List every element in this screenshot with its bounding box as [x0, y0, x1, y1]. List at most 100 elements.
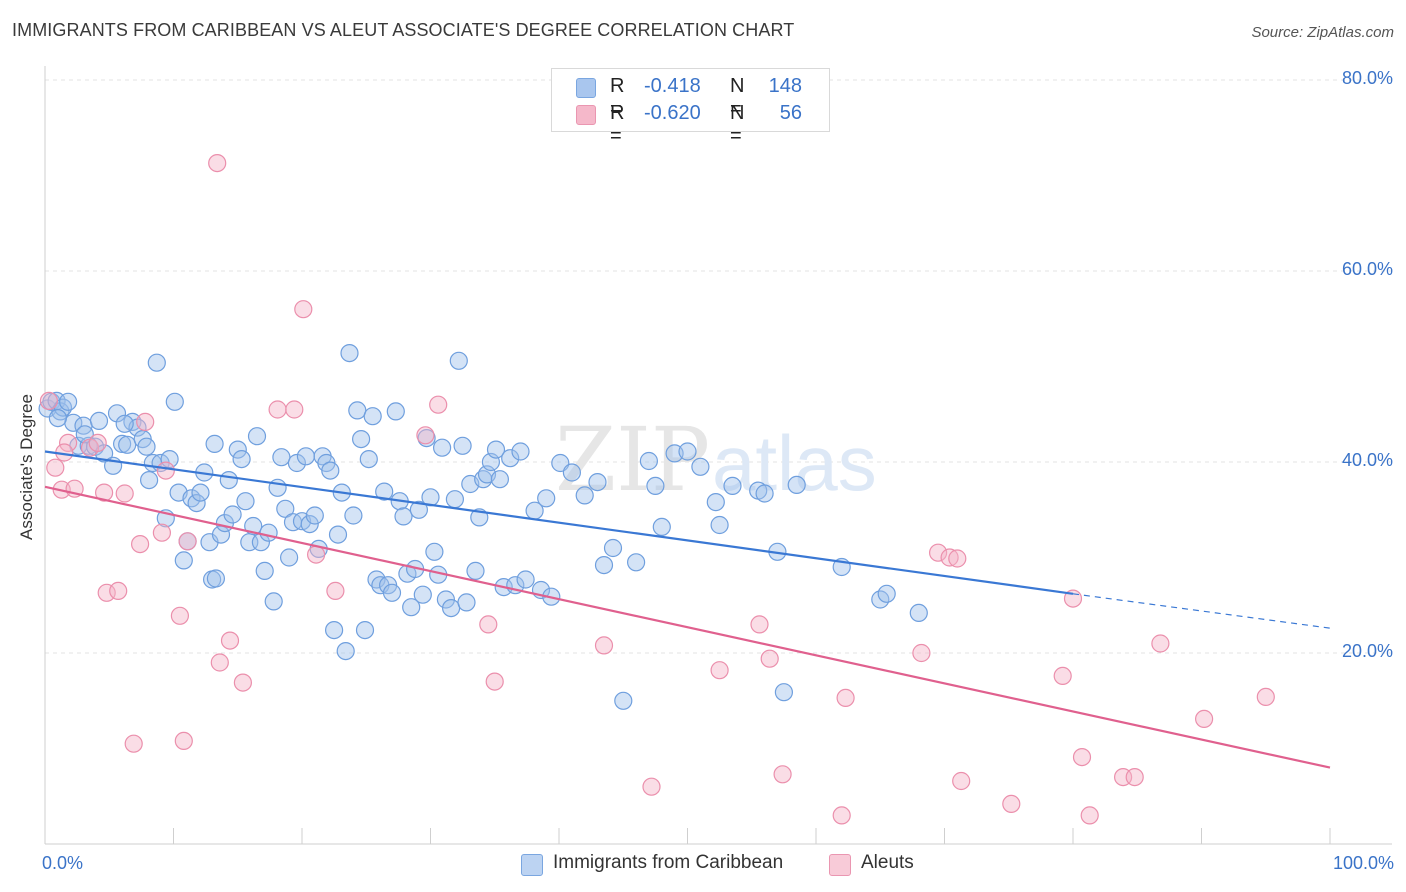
data-point-caribbean [300, 514, 319, 534]
data-point-caribbean [140, 471, 159, 490]
data-point-caribbean [386, 402, 405, 421]
data-point-aleuts [710, 661, 729, 680]
data-point-aleuts [832, 806, 851, 825]
data-point-aleuts [912, 643, 931, 663]
trend-line-caribbean [44, 450, 1074, 595]
data-point-aleuts [1151, 634, 1170, 653]
chart-title: IMMIGRANTS FROM CARIBBEAN VS ALEUT ASSOC… [12, 20, 795, 40]
data-point-aleuts [94, 483, 114, 502]
data-point-caribbean [58, 392, 78, 411]
correlation-legend: R = -0.418 N = 148 R = -0.620 N = 56 [551, 68, 830, 147]
legend-label-caribbean: Immigrants from Caribbean [553, 852, 784, 873]
data-point-caribbean [348, 401, 367, 420]
y-tick-label: 20.0% [1341, 641, 1393, 661]
data-point-caribbean [691, 457, 710, 476]
data-point-aleuts [760, 649, 779, 668]
data-point-aleuts [326, 581, 345, 601]
data-point-aleuts [131, 534, 150, 554]
data-point-caribbean [165, 392, 184, 411]
legend-n-value: 148 [768, 75, 802, 97]
data-point-caribbean [205, 434, 224, 453]
data-point-aleuts [268, 400, 287, 419]
data-point-aleuts [178, 532, 197, 551]
data-point-caribbean [321, 461, 340, 480]
data-point-caribbean [382, 583, 402, 602]
data-point-aleuts [750, 615, 769, 634]
data-point-aleuts [124, 734, 143, 753]
data-point-caribbean [646, 476, 665, 495]
data-point-aleuts [429, 395, 448, 414]
data-point-caribbean [264, 592, 283, 611]
data-point-aleuts [836, 688, 855, 708]
data-point-caribbean [75, 425, 94, 444]
data-point-caribbean [296, 447, 315, 466]
data-point-caribbean [710, 515, 729, 535]
data-point-caribbean [336, 641, 355, 661]
series-immigrants-from-caribbean [38, 344, 928, 710]
data-point-caribbean [594, 555, 614, 575]
data-point-caribbean [614, 691, 633, 710]
data-point-aleuts [773, 765, 792, 784]
data-point-caribbean [276, 499, 295, 518]
data-point-caribbean [247, 427, 267, 446]
data-point-caribbean [147, 353, 166, 372]
y-tick-label: 40.0% [1341, 450, 1393, 470]
data-point-aleuts [220, 631, 240, 650]
data-point-aleuts [233, 673, 252, 692]
data-point-caribbean [236, 492, 255, 511]
data-point-aleuts [594, 636, 614, 655]
data-point-caribbean [402, 598, 421, 617]
data-point-aleuts [479, 615, 498, 634]
data-point-caribbean [280, 548, 299, 567]
data-point-caribbean [137, 437, 156, 456]
data-point-aleuts [88, 433, 107, 452]
trend-lines [44, 450, 1331, 769]
data-point-aleuts [1080, 806, 1099, 825]
legend-swatch-aleuts [576, 105, 596, 125]
data-point-aleuts [1256, 687, 1275, 707]
data-point-caribbean [219, 471, 238, 490]
data-point-caribbean [588, 473, 607, 492]
legend-swatch-caribbean [576, 78, 596, 98]
data-point-aleuts [136, 412, 155, 431]
data-point-caribbean [48, 409, 68, 428]
data-point-caribbean [340, 344, 359, 363]
series-aleuts [39, 154, 1275, 825]
legend-r-value: -0.620 [644, 102, 701, 124]
data-point-aleuts [156, 461, 175, 480]
legend-n-value: 56 [779, 102, 802, 124]
data-point-aleuts [1053, 666, 1072, 686]
data-point-aleuts [642, 777, 661, 796]
legend-swatch-aleuts [829, 854, 851, 876]
data-point-aleuts [294, 300, 313, 319]
data-point-aleuts [39, 391, 59, 410]
data-point-caribbean [394, 507, 413, 526]
x-tick-label: 0.0% [42, 853, 84, 873]
data-point-caribbean [787, 475, 806, 494]
data-point-caribbean [115, 414, 134, 433]
data-point-caribbean [639, 451, 659, 471]
data-point-caribbean [160, 450, 179, 469]
data-point-caribbean [305, 506, 324, 525]
data-point-caribbean [706, 493, 725, 512]
axes [44, 66, 1392, 845]
data-point-caribbean [449, 351, 468, 370]
data-point-caribbean [325, 620, 344, 640]
data-point-aleuts [170, 606, 189, 625]
data-point-aleuts [46, 458, 65, 477]
data-point-caribbean [359, 450, 378, 469]
data-point-caribbean [272, 448, 291, 467]
data-point-caribbean [112, 434, 132, 453]
data-point-aleuts [208, 154, 227, 173]
legend-label-aleuts: Aleuts [861, 852, 914, 873]
data-point-caribbean [413, 585, 432, 604]
data-point-caribbean [363, 407, 382, 426]
data-point-caribbean [501, 449, 520, 468]
data-point-caribbean [191, 483, 210, 502]
data-point-aleuts [485, 672, 504, 691]
y-tick-label: 80.0% [1341, 68, 1393, 88]
data-point-caribbean [244, 516, 263, 536]
legend-r-label: R = [610, 75, 625, 120]
data-point-caribbean [433, 438, 452, 457]
data-point-caribbean [626, 553, 646, 572]
